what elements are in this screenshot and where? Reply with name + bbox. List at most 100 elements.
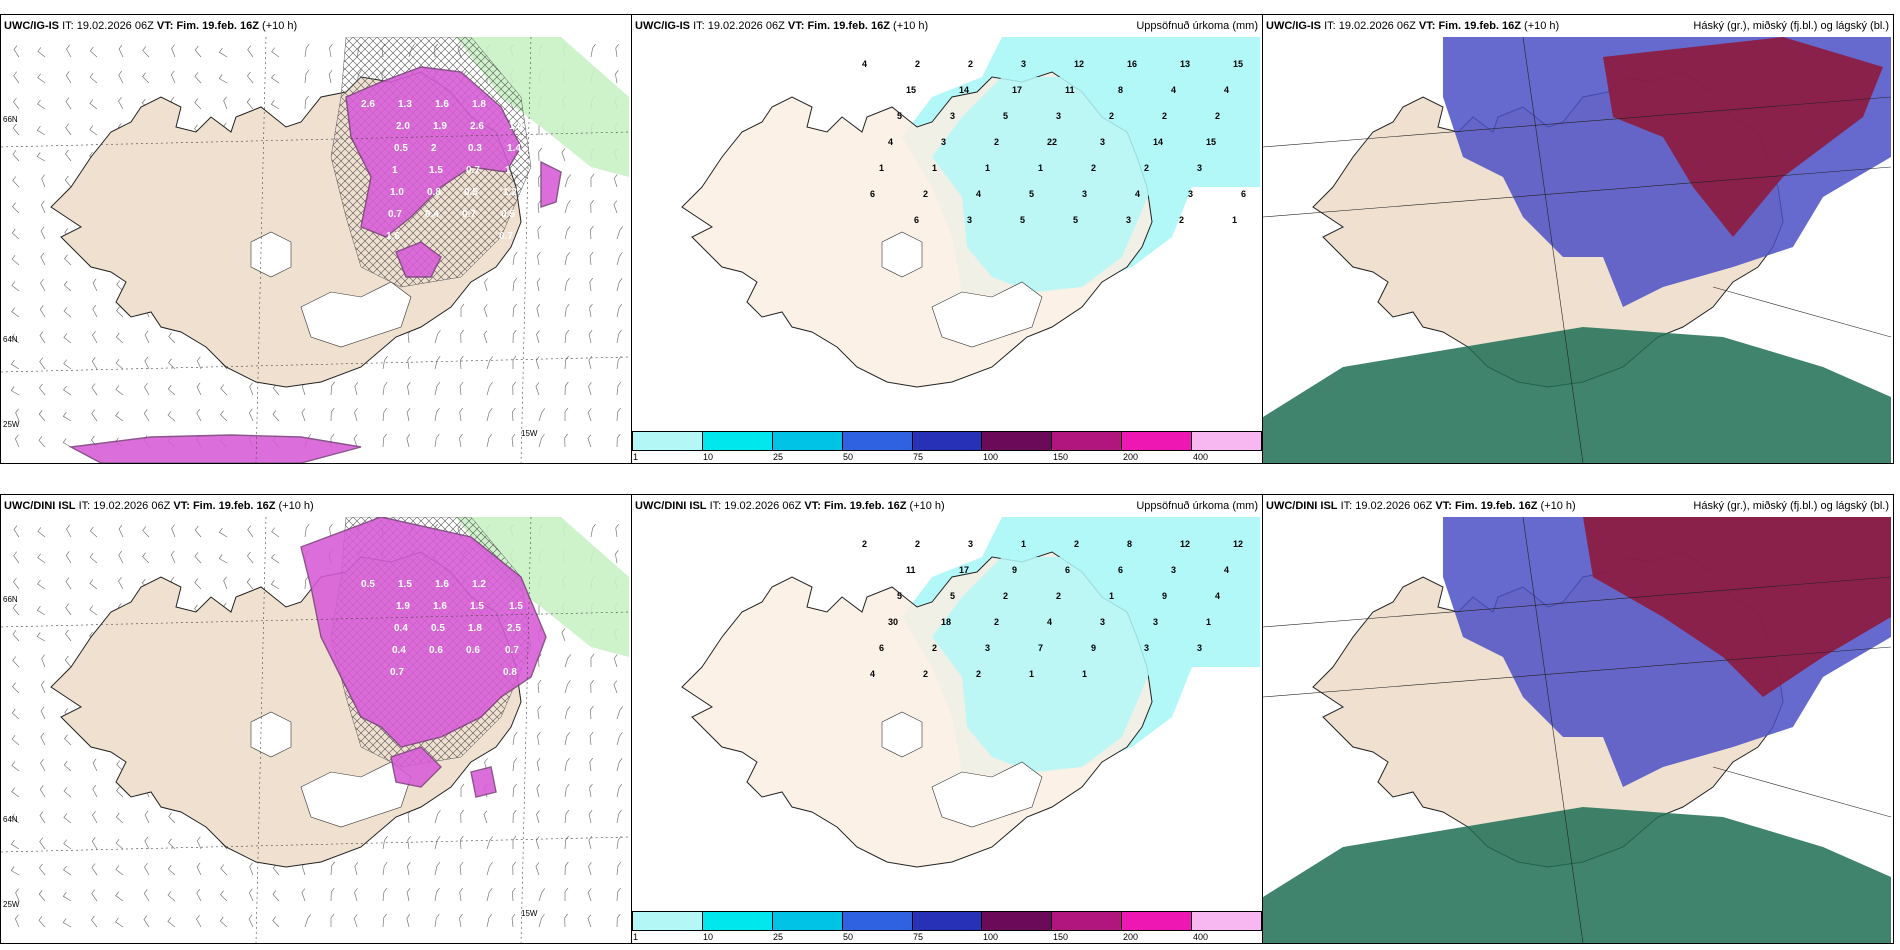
wind-barb [218, 528, 228, 538]
wind-barb [220, 384, 228, 396]
wind-barb [589, 303, 593, 318]
wind-barb [144, 330, 150, 344]
wind-barb [64, 254, 72, 266]
wind-barb [218, 554, 228, 564]
wind-barb [38, 916, 46, 928]
wind-barb [512, 407, 516, 422]
valid-time: Fim. 19.feb. 16Z [1454, 500, 1538, 512]
precip-value: 5 [950, 591, 955, 601]
precip-value: 2.6 [470, 121, 484, 132]
colorbar-label: 10 [703, 452, 714, 462]
wind-barb [486, 356, 494, 370]
precip-value: 1.8 [472, 99, 486, 110]
wind-barb [301, 888, 306, 902]
wind-barb [304, 523, 310, 538]
precip-value: 2 [915, 59, 920, 69]
wind-barb [63, 787, 72, 798]
wind-barb [434, 810, 441, 824]
wind-barb [194, 552, 202, 564]
wind-barb [92, 330, 98, 344]
wind-barb [304, 95, 309, 110]
wind-barb [11, 735, 20, 746]
precip-value: 9 [1091, 643, 1096, 653]
wind-barb [590, 173, 595, 187]
colorbar-label: 200 [1123, 452, 1139, 462]
precip-value: 3 [1100, 137, 1105, 147]
wind-barb [11, 708, 20, 720]
wind-barb [62, 918, 72, 928]
colorbar-label: 10 [703, 932, 714, 942]
panel-model: UWC/IG-IS [635, 20, 690, 32]
lead-time: (+10 h) [909, 500, 945, 512]
wind-barb [537, 251, 541, 266]
precip-area [395, 241, 442, 278]
colorbar-label: 400 [1193, 452, 1209, 462]
wind-barb [406, 914, 411, 928]
precip-value: 0.6 [466, 645, 480, 656]
precip-value: 3 [941, 137, 946, 147]
precip-value: 6 [914, 215, 919, 225]
wind-barb [92, 278, 98, 292]
precip-value: 2 [976, 669, 981, 679]
wind-barb [62, 438, 72, 448]
precip-value: 15 [906, 85, 916, 95]
wind-barb [564, 355, 569, 370]
colorbar-label: 100 [983, 452, 999, 462]
valid-time: Fim. 19.feb. 16Z [176, 20, 259, 32]
panel-model: UWC/IG-IS [4, 20, 59, 32]
wind-barb [434, 407, 440, 422]
wind-barb [588, 356, 593, 370]
precip-value: 5 [1073, 215, 1078, 225]
precip-value: 9 [1162, 591, 1167, 601]
valid-time: Fim. 19.feb. 16Z [192, 500, 276, 512]
wind-barb [89, 526, 98, 538]
precip-value: 12 [1180, 539, 1190, 549]
wind-barb [587, 408, 592, 422]
wind-barb [589, 783, 593, 798]
wind-barb [144, 862, 150, 876]
wind-barb [564, 887, 569, 901]
wind-barb [616, 355, 622, 370]
wind-barb [168, 838, 176, 850]
run-time: 19.02.2026 06Z [93, 500, 171, 512]
wind-barb [11, 228, 20, 240]
wind-barb [354, 888, 358, 902]
run-label: IT: [1340, 500, 1353, 512]
precip-value: 0.7 [499, 231, 513, 242]
wind-barb [330, 861, 335, 876]
precip-area [345, 66, 522, 238]
wind-barb [536, 277, 541, 292]
precip-value: 3 [1144, 643, 1149, 653]
wind-barb [561, 148, 566, 162]
colorbar-label: 75 [913, 452, 924, 462]
wind-barb [40, 200, 46, 214]
wind-barb [460, 783, 465, 797]
wind-barb [382, 887, 388, 902]
precip-value: 2 [1074, 539, 1079, 549]
wind-barb [615, 69, 619, 84]
wind-barb [218, 74, 228, 84]
wind-barb [329, 43, 333, 58]
wind-barb [65, 123, 72, 136]
precip-area [68, 434, 362, 463]
wind-barb [590, 225, 594, 240]
wind-barb [483, 810, 488, 824]
precip-value: 5 [897, 591, 902, 601]
precip-value: 3 [1188, 189, 1193, 199]
wind-barb [14, 914, 20, 928]
wind-barb [12, 656, 20, 668]
map-panel-ig-wind: UWC/IG-IS IT: 19.02.2026 06Z VT: Fim. 19… [0, 14, 632, 464]
wind-barb [486, 382, 493, 396]
wind-barb [118, 96, 124, 110]
wind-barb [219, 916, 228, 928]
high-cloud-area [1603, 37, 1883, 237]
precip-value: 9 [1012, 565, 1017, 575]
wind-barb [92, 758, 98, 772]
precip-value: 1.2 [503, 187, 517, 198]
colorbar-cell [633, 912, 703, 930]
wind-barb [460, 329, 464, 344]
wind-barb [39, 863, 46, 876]
precip-value: 16 [1127, 59, 1137, 69]
wind-barb [538, 888, 546, 902]
precip-value: 0.7 [462, 209, 476, 220]
